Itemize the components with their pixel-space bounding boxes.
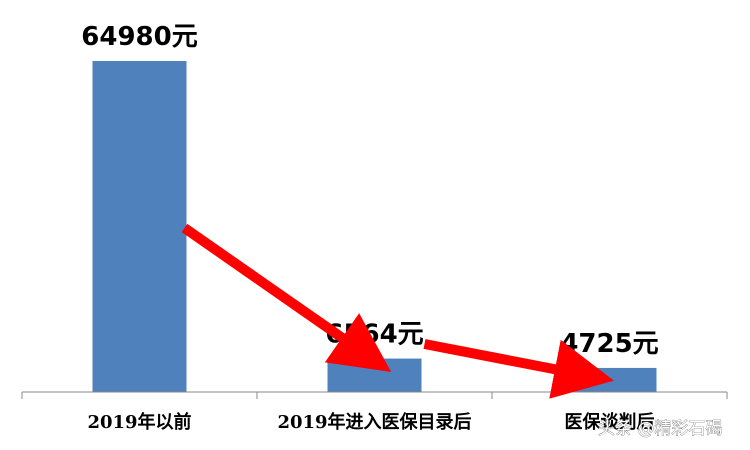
watermark-text: 头条 @精彩石碣 bbox=[598, 419, 722, 439]
bars-group bbox=[92, 61, 657, 392]
bar-1 bbox=[327, 358, 422, 392]
trend-arrow-2 bbox=[423, 339, 614, 399]
value-label-0: 64980元 bbox=[81, 22, 197, 52]
category-label-2: 医保谈判后 bbox=[565, 411, 655, 433]
trend-arrow-1 bbox=[181, 223, 392, 373]
category-label-1: 2019年进入医保目录后 bbox=[277, 411, 471, 433]
x-axis bbox=[21, 391, 728, 399]
trend-arrows-group bbox=[181, 223, 614, 399]
category-label-0: 2019年以前 bbox=[87, 411, 191, 433]
bar-0 bbox=[92, 61, 187, 392]
value-label-2: 4725元 bbox=[560, 329, 658, 359]
category-labels-group: 2019年以前 2019年进入医保目录后 医保谈判后 bbox=[87, 411, 654, 433]
